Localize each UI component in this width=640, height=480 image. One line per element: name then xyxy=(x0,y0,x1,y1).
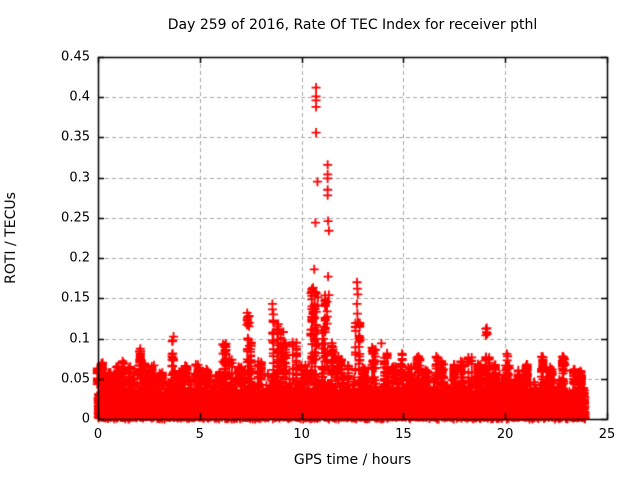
y-tick-label: 0 xyxy=(81,411,90,427)
y-tick-label: 0.15 xyxy=(61,290,90,306)
y-tick-label: 0.05 xyxy=(61,371,90,387)
y-tick-label: 0.25 xyxy=(61,210,90,226)
x-tick-label: 10 xyxy=(293,427,310,442)
y-tick-label: 0.4 xyxy=(69,89,90,105)
y-tick-label: 0.45 xyxy=(61,49,90,65)
y-tick-label: 0.2 xyxy=(69,250,90,266)
x-tick-label: 0 xyxy=(93,427,103,442)
y-tick-label: 0.3 xyxy=(69,170,90,186)
x-tick-label: 25 xyxy=(598,427,616,442)
x-tick-label: 5 xyxy=(195,427,204,442)
x-tick-label: 15 xyxy=(395,427,412,442)
y-tick-label: 0.1 xyxy=(69,331,90,347)
y-tick-label: 0.35 xyxy=(61,129,90,145)
x-tick-label: 20 xyxy=(496,427,514,442)
x-axis-title: GPS time / hours xyxy=(293,452,412,468)
chart-title: Day 259 of 2016, Rate Of TEC Index for r… xyxy=(167,17,538,33)
